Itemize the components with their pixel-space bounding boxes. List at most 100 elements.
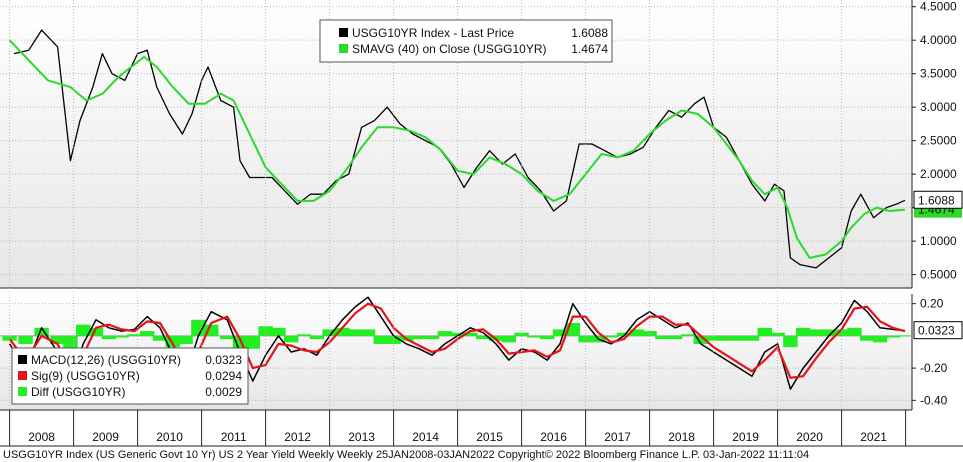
macd-legend-swatch-diff <box>18 387 27 396</box>
price-legend-swatch-sma <box>339 44 348 53</box>
diff-bar <box>101 335 116 340</box>
diff-bar <box>744 335 760 341</box>
diff-bar <box>860 335 875 341</box>
macd-legend-diff-value: 0.0029 <box>205 385 242 399</box>
x-tick-label: 2012 <box>284 430 311 444</box>
diff-bar <box>847 327 862 336</box>
x-tick-label: 2015 <box>476 430 503 444</box>
diff-bar <box>834 329 849 336</box>
macd-series-line <box>8 296 906 390</box>
diff-bar <box>191 319 206 336</box>
diff-bar <box>783 335 798 348</box>
x-tick-label: 2011 <box>221 430 247 444</box>
diff-bar <box>476 335 491 340</box>
x-tick-label: 2020 <box>796 430 823 444</box>
panel-separator <box>0 288 963 294</box>
macd-last-value-label: 0.0323 <box>918 324 955 338</box>
diff-bar <box>284 335 299 343</box>
chart-footer: USGG10YR Index (US Generic Govt 10 Yr) U… <box>3 449 809 461</box>
diff-bar <box>360 329 376 336</box>
x-axis: 2008 2009 2010 2011 2012 2013 2014 2015 2016 2017… <box>0 0 963 447</box>
x-tick-label: 2009 <box>92 430 119 444</box>
x-tick-label: 2014 <box>412 430 439 444</box>
diff-bar <box>204 324 219 336</box>
macd-legend[interactable]: MACD(12,26) (USGG10YR) 0.0323 Sig(9) (US… <box>11 347 249 405</box>
diff-bar <box>76 324 91 336</box>
diff-bar <box>88 327 104 336</box>
diff-bar <box>296 334 312 336</box>
price-legend-last-label: USGG10YR Index - Last Price <box>352 26 514 40</box>
price-last-value-label: 1.6088 <box>918 193 955 207</box>
diff-bar <box>629 329 644 336</box>
diff-bar <box>165 335 180 348</box>
diff-bar <box>412 335 427 340</box>
diff-bar <box>821 329 836 336</box>
diff-bar <box>680 334 696 336</box>
price-y-tick-label: 4.0000 <box>920 33 957 47</box>
price-legend[interactable]: USGG10YR Index - Last Price 1.6088 SMAVG… <box>319 19 613 63</box>
diff-bar <box>719 335 734 341</box>
diff-bar <box>348 329 363 336</box>
diff-bar <box>50 335 65 344</box>
macd-last-value-badge <box>913 321 963 340</box>
diff-bar <box>309 335 324 340</box>
diff-bar <box>220 335 235 340</box>
diff-bar <box>527 335 542 338</box>
x-tick-label: 2008 <box>28 430 55 444</box>
diff-bar <box>808 329 824 336</box>
diff-bar <box>18 335 33 344</box>
macd-legend-swatch-sig <box>18 371 27 380</box>
diff-bar <box>655 335 670 340</box>
diff-bar <box>437 331 452 336</box>
x-tick-label: 2021 <box>860 430 887 444</box>
diff-bar <box>706 335 721 341</box>
diff-bar <box>322 329 337 336</box>
diff-bar <box>463 332 478 336</box>
macd-y-tick-label: -0.40 <box>920 393 948 407</box>
macd-legend-macd-label: MACD(12,26) (USGG10YR) <box>31 353 181 367</box>
diff-bar <box>732 335 747 341</box>
diff-bar <box>373 335 388 344</box>
diff-bar <box>63 335 78 349</box>
macd-legend-macd-value: 0.0323 <box>205 353 242 367</box>
price-legend-last-value: 1.6088 <box>571 26 608 40</box>
diff-bar <box>178 335 193 344</box>
diff-bar <box>897 335 913 337</box>
diff-bar <box>335 327 350 336</box>
diff-bar <box>757 327 772 336</box>
x-tick-label: 2018 <box>668 430 695 444</box>
diff-bar <box>424 335 440 340</box>
diff-bar <box>693 335 708 344</box>
diff-bar <box>140 331 155 336</box>
price-axis-area <box>912 0 963 288</box>
diff-bar <box>796 327 811 336</box>
price-y-tick-label: 0.5000 <box>920 268 957 282</box>
diff-bar <box>152 335 168 341</box>
price-last-value-badge <box>913 190 963 209</box>
macd-y-tick-label: -0.20 <box>920 361 948 375</box>
diff-bar <box>34 327 49 336</box>
diff-bar <box>552 329 568 336</box>
diff-bar <box>450 332 465 336</box>
signal-series-line <box>8 302 906 379</box>
diff-bar <box>501 335 516 343</box>
macd-legend-box <box>11 347 249 405</box>
price-y-tick-label: 3.0000 <box>920 100 957 114</box>
macd-y-tick-label: 0.20 <box>920 297 944 311</box>
price-y-tick-label: 2.5000 <box>920 134 957 148</box>
price-y-tick-label: 3.5000 <box>920 67 957 81</box>
diff-bar <box>540 335 555 340</box>
diff-bar <box>2 335 17 341</box>
diff-bar <box>258 326 273 336</box>
diff-bar <box>770 332 785 336</box>
macd-legend-diff-label: Diff (USGG10YR) <box>31 385 125 399</box>
diff-bar <box>604 335 619 338</box>
diff-bar <box>114 335 129 338</box>
diff-bar <box>616 332 632 336</box>
price-y-tick-label: 2.0000 <box>920 167 957 181</box>
diff-bar <box>127 334 142 336</box>
price-legend-swatch-last <box>339 28 348 37</box>
x-tick-label: 2017 <box>604 430 631 444</box>
macd-legend-swatch-macd <box>18 355 27 364</box>
